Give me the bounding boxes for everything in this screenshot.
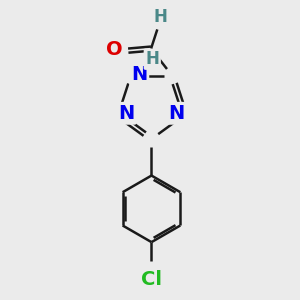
Text: H: H xyxy=(154,8,168,26)
Text: N: N xyxy=(131,64,147,84)
Text: N: N xyxy=(118,104,135,123)
Text: Cl: Cl xyxy=(141,270,162,289)
Text: H: H xyxy=(145,50,159,68)
Text: N: N xyxy=(168,104,184,123)
Text: O: O xyxy=(106,40,123,59)
